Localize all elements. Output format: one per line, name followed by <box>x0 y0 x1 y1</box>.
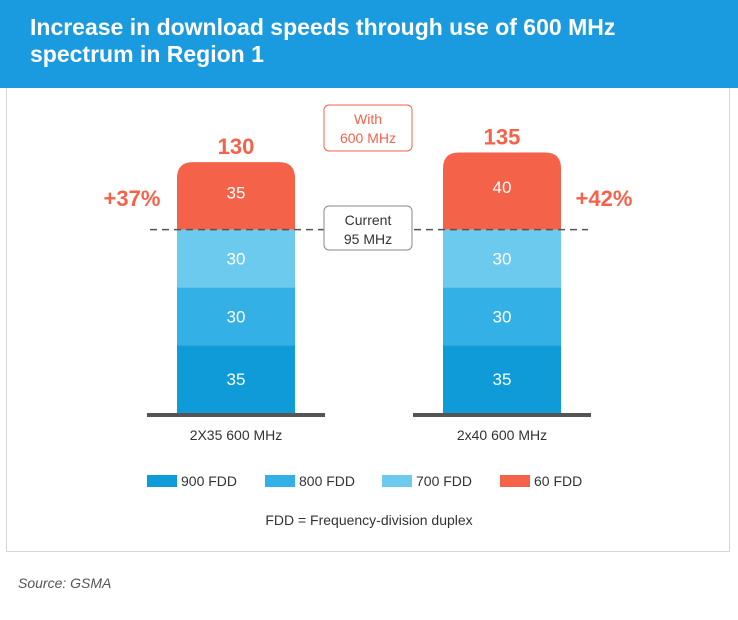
legend-label: 60 FDD <box>534 473 582 489</box>
category-label: 2X35 600 MHz <box>190 427 283 443</box>
header-banner: Increase in download speeds through use … <box>0 0 738 88</box>
chart-frame <box>6 88 730 552</box>
segment-value-label: 35 <box>227 183 246 202</box>
with-label-line2: 600 MHz <box>340 130 396 146</box>
bar-baseline <box>413 413 591 417</box>
category-label: 2x40 600 MHz <box>457 427 547 443</box>
legend-swatch <box>500 475 530 487</box>
bar-segment-900-fdd <box>443 345 561 413</box>
segment-value-label: 40 <box>493 178 512 197</box>
total-label: 135 <box>484 124 521 149</box>
increase-label-left: +37% <box>104 186 161 211</box>
current-label-line2: 95 MHz <box>344 231 392 247</box>
current-95mhz-box <box>323 205 413 251</box>
increase-label-right: +42% <box>576 186 633 211</box>
bar-segment-800-fdd <box>177 287 295 346</box>
bar-segment-800-fdd <box>443 287 561 346</box>
bar-segment-700-fdd <box>443 229 561 288</box>
total-label: 130 <box>218 134 255 159</box>
with-label-line1: With <box>354 111 382 127</box>
segment-value-label: 30 <box>227 250 246 269</box>
segment-value-label: 30 <box>493 308 512 327</box>
segment-value-label: 30 <box>493 250 512 269</box>
with-600mhz-box <box>323 104 413 152</box>
legend-label: 700 FDD <box>416 473 472 489</box>
segment-value-label: 35 <box>227 370 246 389</box>
current-label-line1: Current <box>345 212 392 228</box>
bar-segment-900-fdd <box>177 345 295 413</box>
source-note: Source: GSMA <box>18 575 112 591</box>
fdd-footnote: FDD = Frequency-division duplex <box>265 512 473 528</box>
bar-segment-700-fdd <box>177 229 295 288</box>
legend-swatch <box>265 475 295 487</box>
segment-value-label: 30 <box>227 308 246 327</box>
legend-label: 800 FDD <box>299 473 355 489</box>
legend-label: 900 FDD <box>181 473 237 489</box>
segment-value-label: 35 <box>493 370 512 389</box>
chart-title: Increase in download speeds through use … <box>30 14 616 67</box>
bar-segment-60-fdd <box>177 162 295 230</box>
legend-swatch <box>382 475 412 487</box>
bar-baseline <box>147 413 325 417</box>
bar-segment-60-fdd <box>443 152 561 230</box>
legend-swatch <box>147 475 177 487</box>
